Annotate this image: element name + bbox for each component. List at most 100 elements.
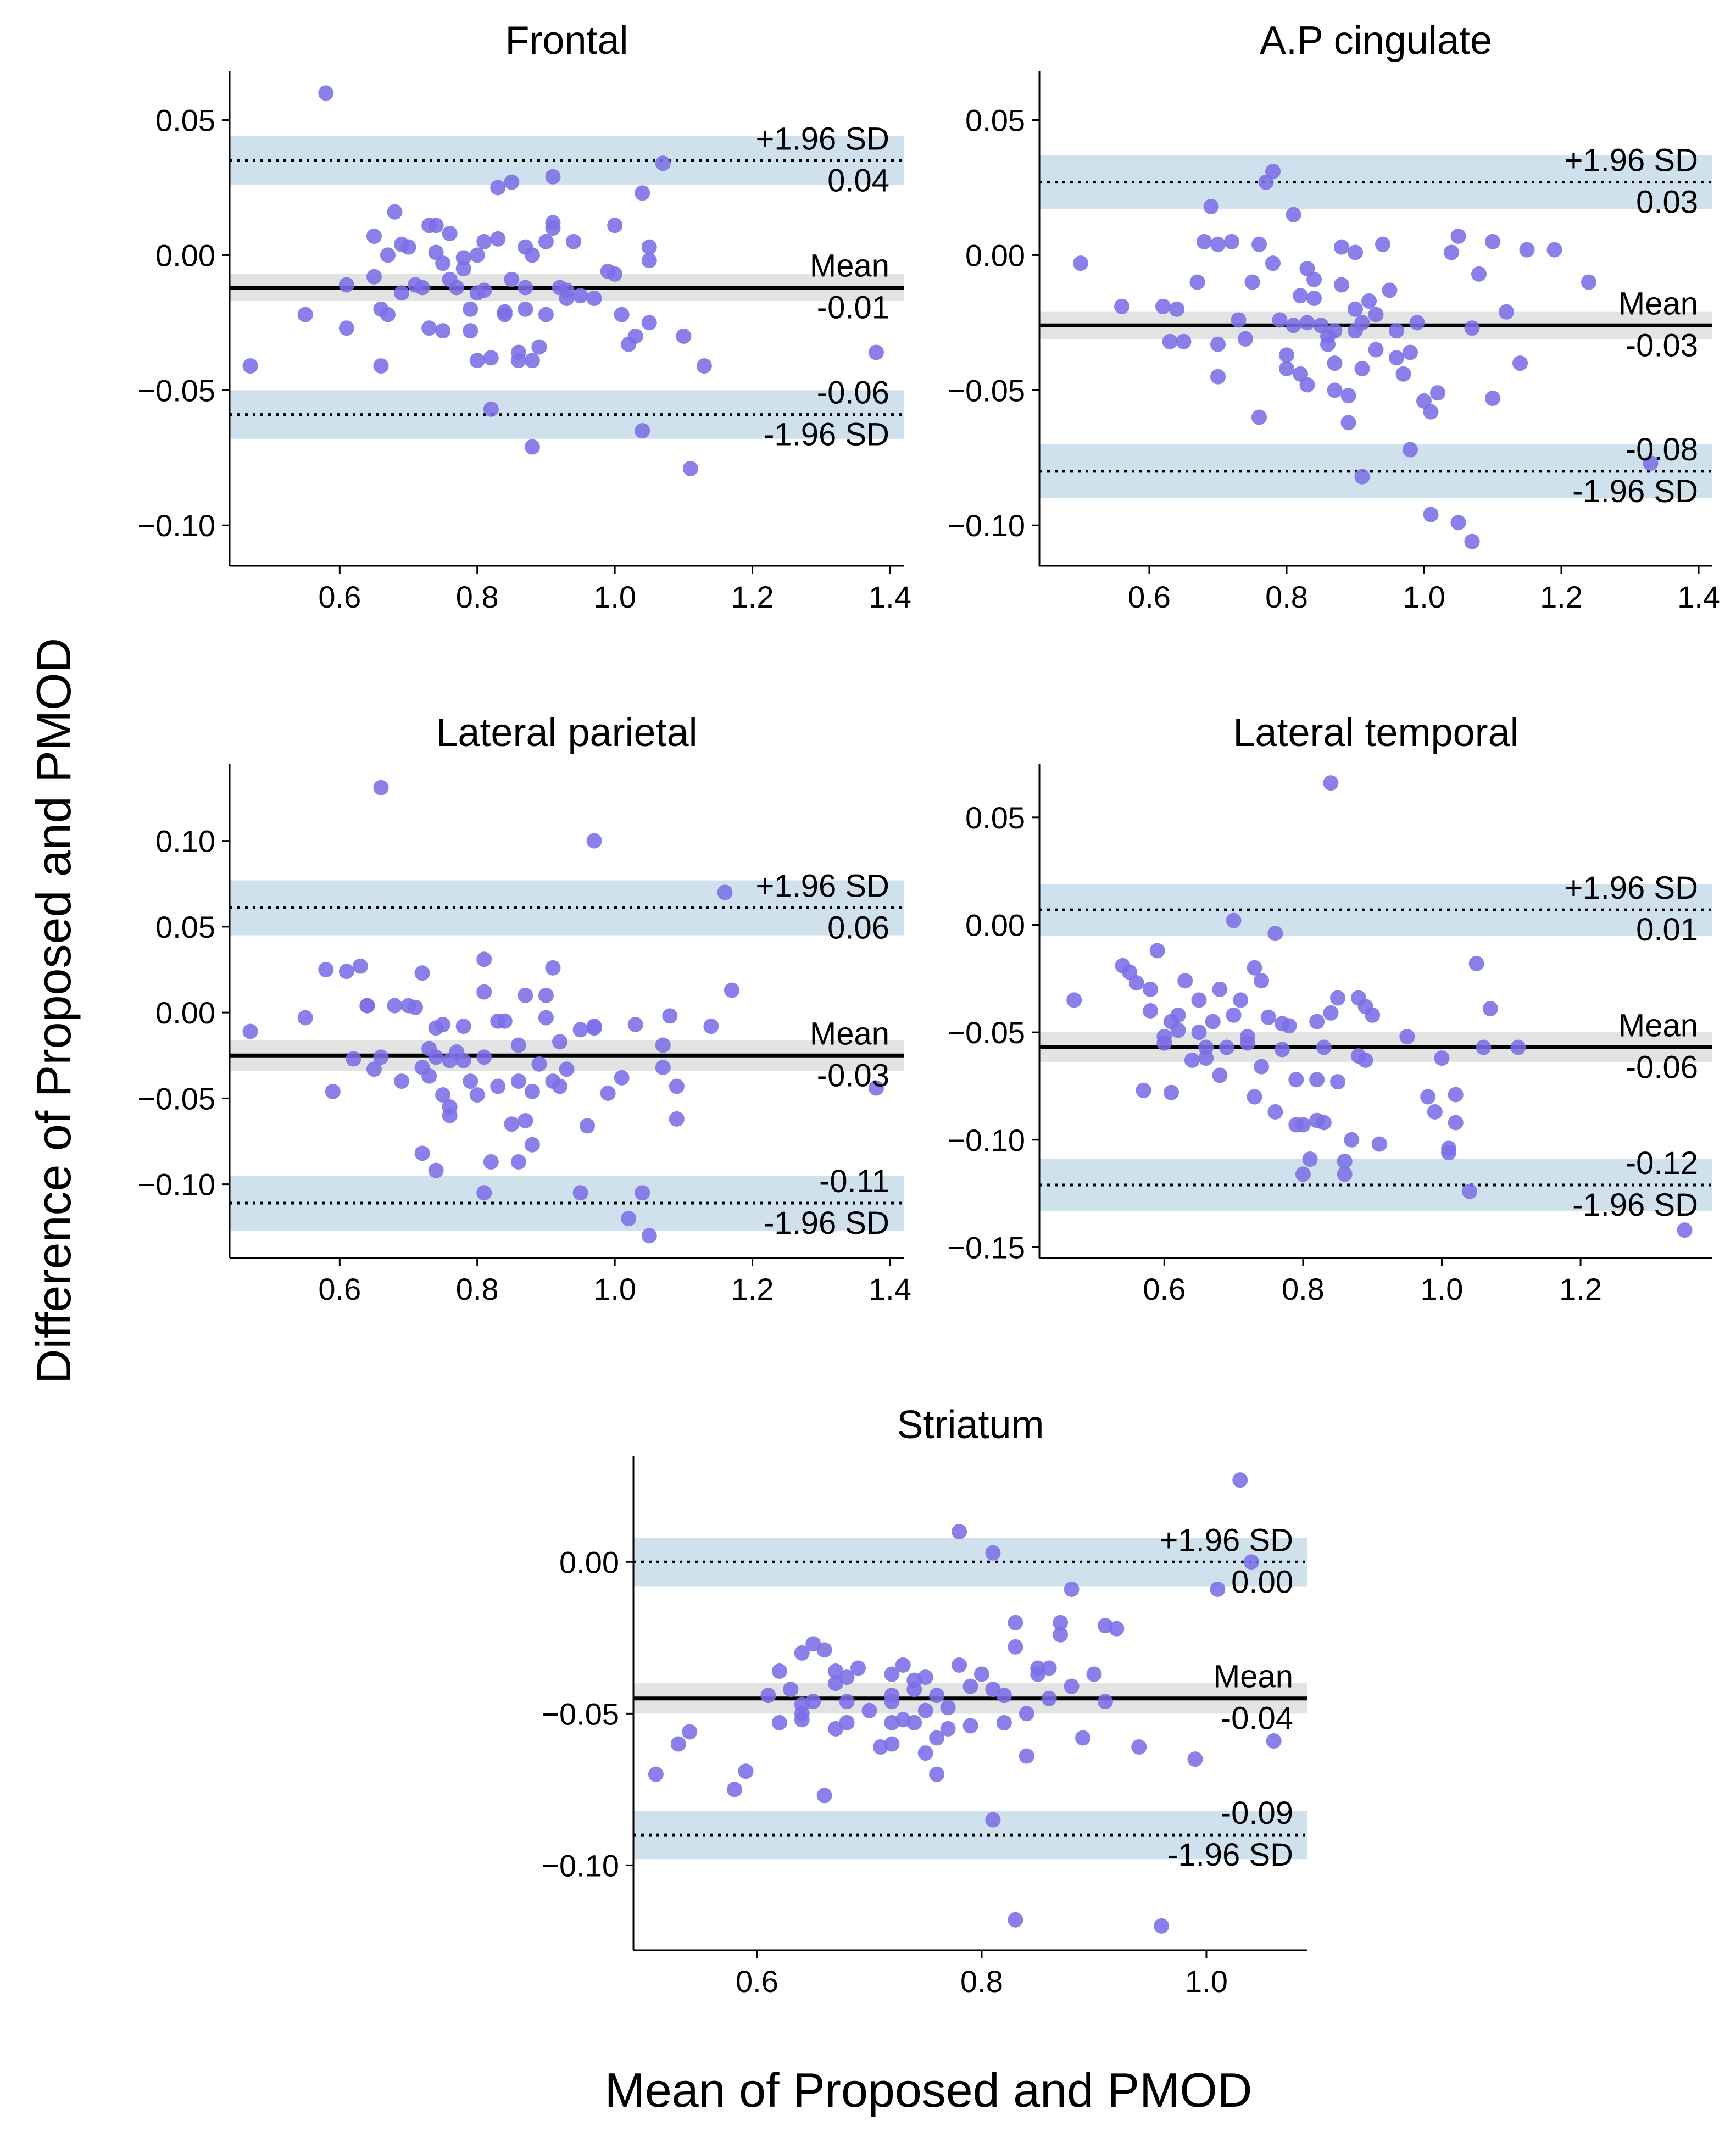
data-point (1471, 266, 1487, 282)
data-point (839, 1694, 855, 1710)
data-point (1267, 1104, 1283, 1120)
lower-loa-band (1039, 444, 1712, 499)
data-point (1030, 1660, 1046, 1676)
x-tick-label: 1.0 (1403, 580, 1445, 614)
data-point (682, 460, 698, 476)
data-point (1448, 1115, 1464, 1131)
x-tick-label: 1.2 (1559, 1272, 1602, 1306)
x-tick-label: 1.0 (593, 1272, 636, 1306)
data-point (545, 215, 561, 231)
data-point (1427, 1104, 1443, 1120)
data-point (483, 401, 499, 417)
data-point (816, 1642, 832, 1658)
data-point (828, 1663, 844, 1679)
data-point (906, 1672, 922, 1688)
data-point (435, 255, 451, 271)
panel-3: 0.10 0.05 0.00 −0.05 −0.10 0.6 0.8 1.0 1.2 1.4 Lat… (137, 711, 911, 1306)
upper-loa-label: +1.96 SD (1565, 143, 1698, 179)
mean-label: Mean (1618, 1008, 1698, 1044)
x-tick-label: 0.6 (318, 580, 361, 614)
data-point (1212, 1067, 1228, 1083)
data-point (490, 231, 506, 247)
figure-xlabel: Mean of Proposed and PMOD (605, 2063, 1253, 2117)
panel-2: 0.05 0.00 −0.05 −0.10 0.6 0.8 1.0 1.2 1.4 A.P cin… (947, 19, 1720, 614)
data-point (1354, 315, 1370, 331)
data-point (614, 1070, 630, 1086)
data-point (1156, 1035, 1172, 1051)
data-point (1170, 1007, 1186, 1023)
data-point (1239, 1028, 1255, 1044)
data-point (442, 1053, 458, 1068)
data-point (760, 1688, 776, 1704)
data-point (1008, 1615, 1023, 1630)
x-tick-label: 0.8 (456, 580, 499, 614)
x-tick-label: 0.8 (1265, 580, 1308, 614)
data-point (1233, 992, 1249, 1008)
data-point (1340, 388, 1356, 404)
data-point (1149, 943, 1165, 959)
data-point (906, 1715, 922, 1730)
data-point (1136, 1082, 1151, 1098)
data-point (1187, 1751, 1203, 1767)
data-point (929, 1730, 945, 1746)
data-point (1420, 1089, 1436, 1105)
data-point (545, 960, 561, 976)
data-point (469, 1087, 485, 1103)
data-point (1399, 1028, 1415, 1044)
upper-loa-band (1039, 884, 1712, 936)
data-point (669, 1078, 685, 1094)
data-point (1131, 1739, 1147, 1755)
data-point (794, 1712, 810, 1728)
data-point (676, 328, 692, 344)
data-point (1430, 385, 1445, 401)
data-point (1334, 277, 1349, 293)
x-tick-label: 1.0 (1185, 1964, 1228, 1999)
data-point (1354, 360, 1370, 376)
data-point (884, 1736, 900, 1752)
data-point (996, 1715, 1012, 1730)
data-point (373, 780, 389, 795)
data-point (504, 174, 520, 190)
data-point (1423, 404, 1439, 420)
data-point (1348, 301, 1363, 317)
data-point (338, 277, 354, 293)
data-point (1382, 282, 1398, 298)
y-tick-label: −0.15 (947, 1230, 1025, 1265)
data-point (1309, 1112, 1325, 1128)
data-point (1323, 1005, 1339, 1021)
data-point (1302, 1151, 1318, 1167)
x-tick-label: 0.8 (456, 1272, 499, 1306)
data-point (985, 1545, 1001, 1561)
data-point (572, 1185, 588, 1201)
data-point (510, 1154, 526, 1170)
data-point (483, 350, 499, 366)
data-point (1286, 318, 1301, 333)
data-point (476, 233, 492, 249)
data-point (476, 1049, 492, 1065)
panels: 0.05 0.00 −0.05 −0.10 0.6 0.8 1.0 1.2 1.4 Frontal… (137, 19, 1720, 1999)
data-point (703, 1019, 719, 1034)
data-point (655, 1037, 671, 1053)
data-point (1320, 336, 1336, 352)
lower-loa-value: -0.06 (817, 375, 889, 411)
data-point (1197, 233, 1212, 249)
x-tick-label: 1.4 (869, 1272, 911, 1306)
data-point (1450, 229, 1466, 244)
data-point (400, 239, 416, 255)
x-tick-label: 1.4 (1677, 580, 1720, 614)
data-point (1232, 1472, 1248, 1488)
x-tick-label: 0.8 (1282, 1272, 1325, 1306)
data-point (627, 328, 643, 344)
data-point (1512, 355, 1528, 371)
data-point (469, 247, 485, 263)
data-point (1519, 242, 1535, 258)
data-point (1441, 1145, 1457, 1161)
data-point (428, 1049, 444, 1065)
data-point (1177, 973, 1193, 989)
data-point (559, 1061, 575, 1077)
data-point (868, 344, 884, 360)
data-point (828, 1676, 844, 1691)
data-point (1272, 312, 1288, 328)
y-tick-label: −0.05 (947, 373, 1025, 408)
